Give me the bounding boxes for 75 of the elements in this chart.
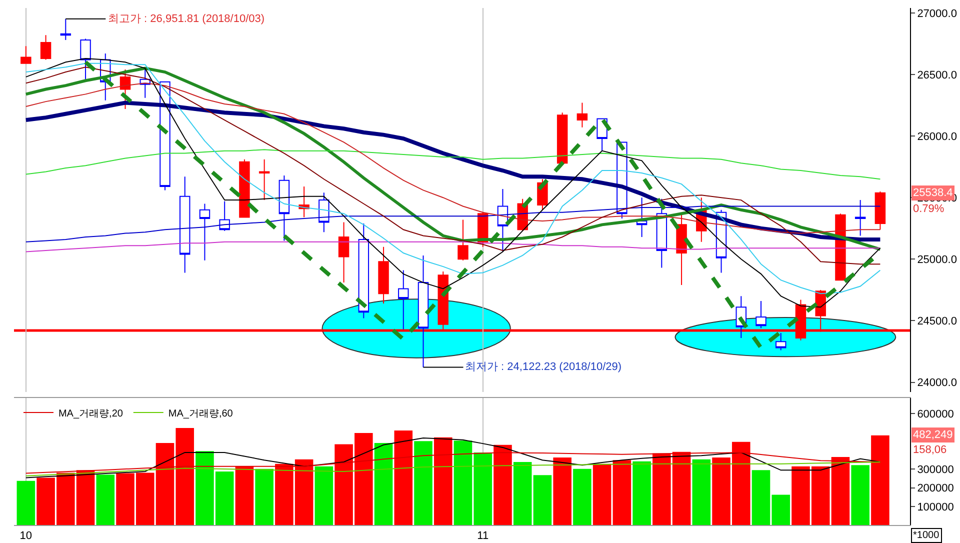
y-tick-label: 600000 [917,408,954,420]
y-tick-label: 26500.0 [917,69,957,82]
bar [96,474,115,525]
bar [632,461,651,525]
candlestick [40,34,52,60]
bar [16,480,36,525]
candlestick [676,213,687,286]
candlestick [258,158,270,201]
x-tick-label: 10 [20,530,32,542]
y-tick-label: 25000.0 [917,254,957,266]
text: 482,249 [913,429,953,441]
y-tick-label: 300000 [917,464,954,476]
bar [871,435,890,525]
candlestick [358,222,370,319]
candlestick [636,197,648,238]
line-series [25,82,881,234]
candlestick [418,254,429,368]
candlestick [497,188,508,252]
candlestick [219,200,230,232]
candlestick [179,176,190,274]
text: 0.79% [913,203,944,215]
candlestick [338,222,350,284]
candlestick [398,270,409,330]
bar [394,430,413,525]
bar [831,456,850,525]
bar [553,458,572,525]
text: *1000 [913,530,940,541]
bar [255,468,274,525]
candlestick [80,38,91,80]
line-series [25,149,881,180]
candlestick [854,200,866,236]
line-series [25,437,881,478]
bar [434,437,452,525]
bar [513,462,532,525]
candlestick [378,246,389,304]
candlestick [576,102,588,128]
bar [494,444,512,525]
bar [533,475,552,525]
y-tick-label: 200000 [917,482,954,495]
bar [573,468,592,525]
candlestick [556,112,568,164]
bar [235,466,254,525]
text: 158,06 [913,444,947,456]
bar [851,465,870,525]
candlestick [458,219,468,261]
y-tick-label: 27000.0 [917,8,957,20]
bar [314,466,334,525]
legend-label: MA_거래량,20 [58,408,124,420]
line-series [25,206,881,242]
y-tick-label: 26000.0 [917,130,957,143]
bar [692,459,711,525]
candlestick [199,203,210,261]
legend-label: MA_거래량,60 [168,408,234,420]
line-series [24,100,882,242]
candlestick [756,300,766,329]
bar [414,441,432,525]
bar [612,460,632,525]
y-tick-label: 100000 [917,501,954,514]
bar [374,443,393,525]
y-tick-label: 24000.0 [917,377,957,390]
x-tick-label: 11 [477,530,489,542]
candlestick [60,18,72,41]
annotation: 최고가 : 26,951.81 (2018/10/03) [108,13,265,25]
candlestick [318,192,330,233]
line-series [25,241,881,252]
candlestick [120,69,131,110]
candlestick [874,190,886,230]
candlestick [776,332,786,351]
bar [592,464,612,525]
annotation: 최저가 : 24,122.23 (2018/10/29) [465,361,622,373]
line-series [25,461,881,476]
candlestick [239,158,250,218]
y-tick-label: 24500.0 [917,316,957,328]
candlestick [278,174,290,242]
candlestick [20,46,32,64]
